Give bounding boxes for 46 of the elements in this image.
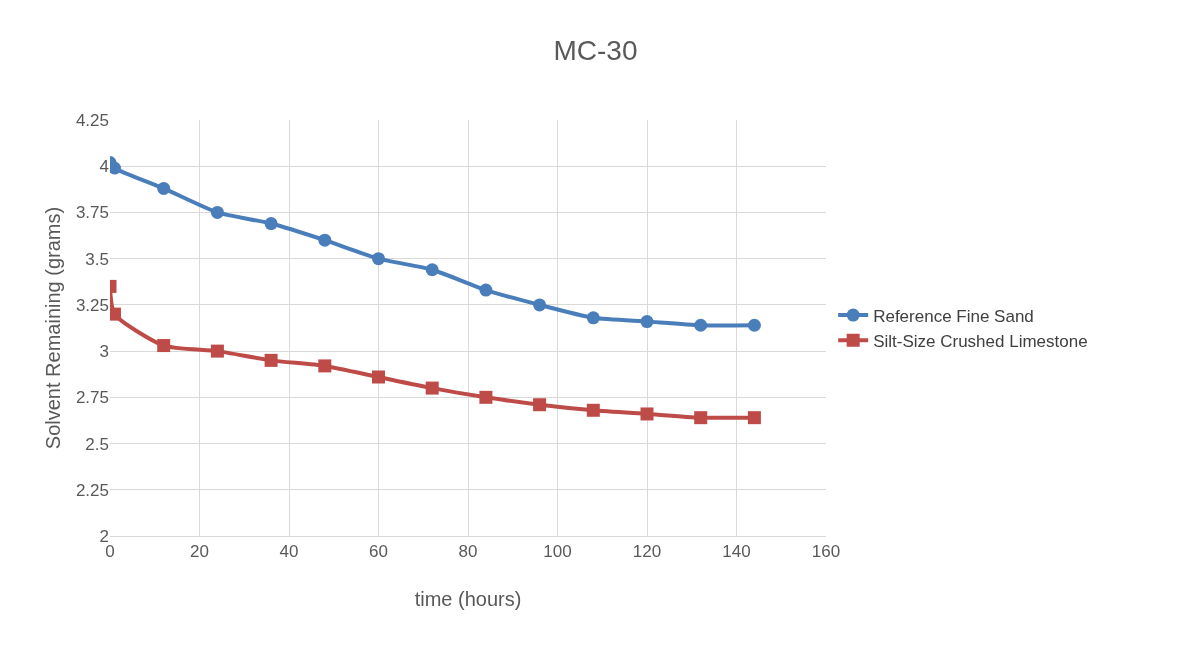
point — [533, 398, 547, 412]
point — [372, 370, 385, 384]
point — [264, 217, 278, 231]
point — [479, 283, 493, 297]
x-tick-label: 100 — [543, 542, 572, 562]
y-tick-label: 4.25 — [75, 110, 109, 130]
x-tick-label: 140 — [722, 542, 751, 562]
point — [157, 339, 171, 353]
point — [425, 263, 439, 277]
point — [747, 318, 761, 332]
point — [694, 411, 708, 425]
y-tick-label: 2.75 — [75, 388, 109, 408]
point — [640, 407, 654, 421]
x-tick-label: 20 — [190, 542, 209, 562]
y-tick-label: 3.25 — [75, 295, 109, 315]
point — [747, 411, 761, 425]
y-tick-label: 3.5 — [85, 249, 109, 269]
chart-title: MC-30 — [553, 34, 638, 66]
legend-label: Silt-Size Crushed Limestone — [873, 331, 1088, 351]
y-tick-label: 3 — [99, 342, 109, 362]
point — [425, 381, 439, 395]
point — [264, 353, 278, 367]
y-tick-label: 2.5 — [85, 434, 109, 454]
point — [533, 298, 547, 312]
y-tick-label: 3.75 — [75, 203, 109, 223]
point — [640, 315, 654, 329]
x-tick-label: 120 — [632, 542, 662, 562]
y-axis-title: Solvent Remaining (grams) — [42, 206, 64, 450]
point — [318, 359, 332, 373]
point — [586, 403, 600, 417]
x-tick-label: 60 — [369, 542, 388, 562]
legend-label: Reference Fine Sand — [873, 306, 1034, 326]
point — [586, 311, 600, 325]
x-axis-title: time (hours) — [414, 588, 522, 610]
point — [157, 181, 171, 195]
point — [694, 318, 708, 332]
y-tick-label: 2.25 — [75, 480, 109, 500]
point — [318, 233, 332, 247]
y-tick-label: 4 — [99, 157, 109, 177]
x-tick-label: 160 — [811, 542, 841, 562]
x-tick-label: 40 — [279, 542, 299, 562]
point — [479, 390, 493, 404]
point — [210, 344, 224, 358]
point — [372, 252, 385, 266]
point — [210, 205, 224, 219]
x-tick-label: 80 — [458, 542, 478, 562]
